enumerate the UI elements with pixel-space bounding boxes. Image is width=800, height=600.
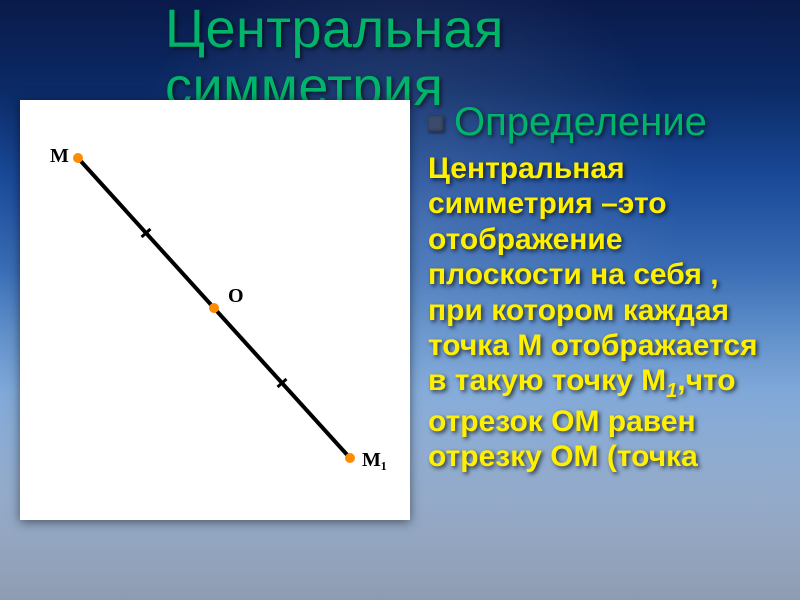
- text-column: Определение Центральная симметрия –это о…: [428, 100, 780, 600]
- definition-text: Центральная симметрия –это отображение п…: [428, 151, 780, 475]
- subheading: Определение: [454, 100, 707, 145]
- slide-root: Центральная симметрия MOM₁ Определение Ц…: [0, 0, 800, 600]
- svg-text:M: M: [50, 145, 69, 167]
- symmetry-diagram: M O M₁: [20, 100, 410, 520]
- list-bullet-icon: [428, 116, 444, 132]
- svg-text:M₁: M₁: [362, 449, 387, 471]
- content-row: M O M₁ Определение Центральная симметрия –…: [20, 100, 780, 600]
- svg-text:O: O: [228, 285, 244, 307]
- subheading-row: Определение: [428, 100, 780, 145]
